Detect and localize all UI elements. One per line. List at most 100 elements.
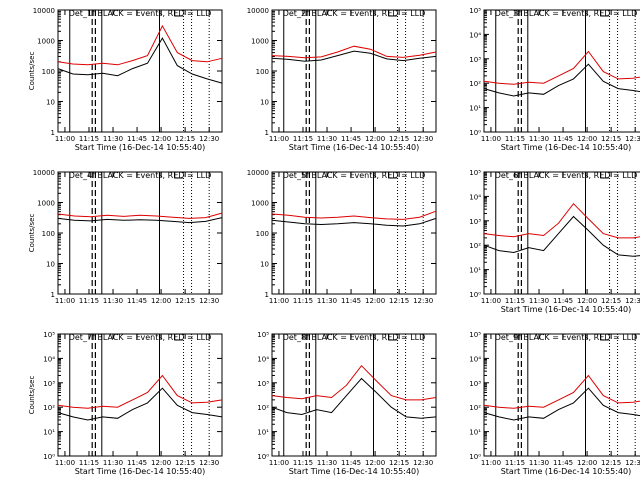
plot-frame — [57, 333, 223, 457]
plot-frame — [483, 9, 640, 133]
box-marker — [388, 334, 397, 341]
y-tick-label: 10000 — [33, 7, 55, 15]
series-line-events — [271, 217, 437, 227]
x-axis-label: Start Time (16-Dec-14 10:55:40) — [501, 305, 632, 314]
series-line-lld — [271, 210, 437, 220]
x-tick-label: 11:45 — [127, 297, 147, 305]
box-marker — [600, 334, 609, 341]
y-axis-label: Counts/sec — [28, 214, 36, 253]
panel-title: Det_9f BLACK = Events, RED = LLD — [495, 333, 638, 342]
box-marker — [174, 334, 183, 341]
x-tick-label: 11:30 — [103, 297, 123, 305]
y-tick-label: 10 — [260, 99, 269, 107]
panel-7: Det_7f BLACK = Events, RED = LLD 10⁰ 10¹ 10… — [28, 331, 223, 476]
x-tick-label: 11:15 — [505, 135, 525, 143]
y-tick-label: 100 — [256, 230, 269, 238]
x-tick-label: 11:45 — [553, 297, 573, 305]
panel-title: Det_1f BLACK = Events, RED = LLD — [69, 9, 212, 18]
x-tick-label: 11:00 — [269, 297, 289, 305]
y-tick-label: 1000 — [37, 38, 55, 46]
x-tick-label: 11:45 — [127, 459, 147, 467]
x-tick-label: 11:30 — [529, 459, 549, 467]
series-line-events — [483, 387, 640, 421]
y-tick-label: 10³ — [469, 380, 481, 388]
panel-title: Det_8f BLACK = Events, RED = LLD — [283, 333, 426, 342]
plot-frame — [271, 9, 437, 133]
y-tick-label: 10⁴ — [469, 355, 481, 363]
series-line-events — [57, 37, 223, 84]
x-tick-label: 12:15 — [601, 459, 621, 467]
series-line-events — [483, 215, 640, 257]
x-tick-label: 12:00 — [151, 297, 171, 305]
x-tick-label: 12:15 — [601, 297, 621, 305]
series-line-lld — [483, 202, 640, 239]
x-tick-label: 11:15 — [293, 297, 313, 305]
x-tick-label: 11:45 — [127, 135, 147, 143]
box-marker — [174, 10, 183, 17]
y-tick-label: 100 — [42, 230, 55, 238]
y-tick-label: 1 — [265, 291, 269, 299]
x-tick-label: 12:30 — [199, 459, 219, 467]
y-tick-label: 10000 — [247, 169, 269, 177]
y-tick-label: 10⁵ — [43, 331, 55, 339]
x-tick-label: 12:00 — [151, 135, 171, 143]
y-tick-label: 10 — [46, 261, 55, 269]
panel-5: Det_5f BLACK = Events, RED = LLD 1 10 100 10… — [247, 169, 437, 305]
x-tick-label: 12:00 — [577, 135, 597, 143]
y-tick-label: 10² — [257, 404, 269, 412]
x-tick-label: 11:00 — [55, 135, 75, 143]
x-tick-label: 11:00 — [269, 135, 289, 143]
y-tick-label: 10⁵ — [257, 331, 269, 339]
series-line-lld — [483, 374, 640, 409]
x-tick-label: 11:30 — [103, 459, 123, 467]
x-tick-label: 12:00 — [365, 297, 385, 305]
x-axis-label: Start Time (16-Dec-14 10:55:40) — [289, 467, 420, 476]
panel-4: Det_4f BLACK = Events, RED = LLD 1 10 100 10… — [28, 169, 223, 305]
y-tick-label: 1000 — [251, 200, 269, 208]
x-tick-label: 12:30 — [413, 297, 433, 305]
y-tick-label: 10¹ — [469, 105, 481, 113]
plot-frame — [57, 171, 223, 295]
series-line-events — [483, 63, 640, 97]
y-tick-label: 10² — [469, 80, 481, 88]
x-tick-label: 11:30 — [529, 297, 549, 305]
x-tick-label: 12:30 — [625, 297, 640, 305]
plot-frame — [271, 333, 437, 457]
y-tick-label: 1 — [51, 291, 55, 299]
x-tick-label: 11:30 — [317, 459, 337, 467]
series-line-events — [57, 217, 223, 224]
x-tick-label: 11:00 — [481, 135, 501, 143]
y-tick-label: 10¹ — [257, 429, 269, 437]
x-tick-label: 12:15 — [175, 135, 195, 143]
x-tick-label: 11:30 — [317, 135, 337, 143]
x-tick-label: 11:30 — [317, 297, 337, 305]
panel-6: Det_6f BLACK = Events, RED = LLD 10⁰ 10¹ 10… — [469, 169, 640, 314]
x-tick-label: 11:00 — [481, 297, 501, 305]
y-tick-label: 10000 — [33, 169, 55, 177]
y-tick-label: 10¹ — [469, 267, 481, 275]
x-tick-label: 11:15 — [79, 135, 99, 143]
y-tick-label: 10⁴ — [43, 355, 55, 363]
series-line-events — [57, 387, 223, 421]
y-tick-label: 1 — [265, 129, 269, 137]
series-line-lld — [57, 24, 223, 66]
panel-1: Det_1f BLACK = Events, RED = LLD 1 10 100 10… — [28, 7, 223, 152]
y-tick-label: 10⁴ — [469, 31, 481, 39]
y-tick-label: 10⁰ — [469, 291, 481, 299]
y-tick-label: 10³ — [469, 56, 481, 64]
x-tick-label: 12:30 — [199, 135, 219, 143]
box-marker — [600, 10, 609, 17]
x-tick-label: 12:00 — [151, 459, 171, 467]
x-tick-label: 11:15 — [505, 297, 525, 305]
x-tick-label: 12:00 — [577, 297, 597, 305]
y-tick-label: 10³ — [43, 380, 55, 388]
panel-title: Det_6f BLACK = Events, RED = LLD — [495, 171, 638, 180]
panel-9: Det_9f BLACK = Events, RED = LLD 10⁰ 10¹ 10… — [469, 331, 640, 476]
x-tick-label: 12:15 — [175, 459, 195, 467]
x-axis-label: Start Time (16-Dec-14 10:55:40) — [75, 467, 206, 476]
y-tick-label: 10 — [46, 99, 55, 107]
x-tick-label: 11:45 — [341, 135, 361, 143]
x-tick-label: 12:30 — [413, 135, 433, 143]
x-tick-label: 11:00 — [55, 459, 75, 467]
